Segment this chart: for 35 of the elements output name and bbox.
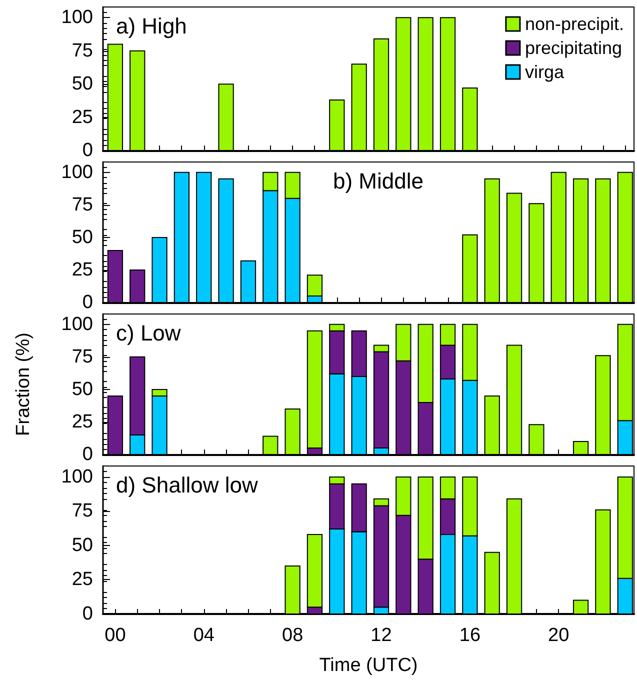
x-axis-title: Time (UTC)	[319, 655, 418, 676]
x-tick-label: 20	[548, 625, 570, 646]
x-tick-label: 08	[282, 625, 304, 646]
x-tick-label: 04	[193, 625, 215, 646]
y-tick-label: 0	[82, 140, 93, 161]
x-tick-label: 12	[370, 625, 392, 646]
y-tick-label: 75	[72, 194, 93, 216]
y-tick-label: 50	[72, 378, 93, 400]
y-tick-label: 25	[72, 259, 93, 280]
legend-label: virga	[524, 62, 565, 82]
chart-title: a) High	[116, 14, 187, 38]
y-tick-label: 75	[72, 346, 93, 368]
y-tick-label: 50	[72, 534, 93, 556]
y-tick-label: 100	[61, 162, 93, 183]
chart-title: d) Shallow low	[116, 472, 258, 498]
y-tick-label: 0	[82, 604, 93, 624]
legend-label: non-precipit.	[524, 14, 624, 34]
chart-title: c) Low	[116, 320, 181, 346]
x-tick-label: 00	[104, 625, 126, 646]
y-tick-label: 50	[72, 74, 93, 95]
y-tick-label: 25	[72, 106, 93, 128]
y-tick-label: 75	[72, 40, 93, 62]
y-axis-title: Fraction (%)	[13, 332, 34, 436]
y-tick-label: 75	[72, 500, 93, 522]
chart-title: b) Middle	[333, 168, 424, 194]
y-tick-label: 100	[61, 466, 93, 488]
y-tick-label: 100	[61, 7, 93, 28]
y-tick-label: 50	[72, 226, 93, 248]
y-tick-label: 0	[82, 444, 93, 465]
x-tick-label: 16	[459, 625, 481, 646]
y-tick-label: 0	[82, 292, 93, 313]
y-tick-label: 25	[72, 411, 93, 432]
legend-label: precipitating	[524, 38, 622, 58]
y-tick-label: 25	[72, 569, 93, 590]
y-tick-label: 100	[61, 314, 93, 335]
